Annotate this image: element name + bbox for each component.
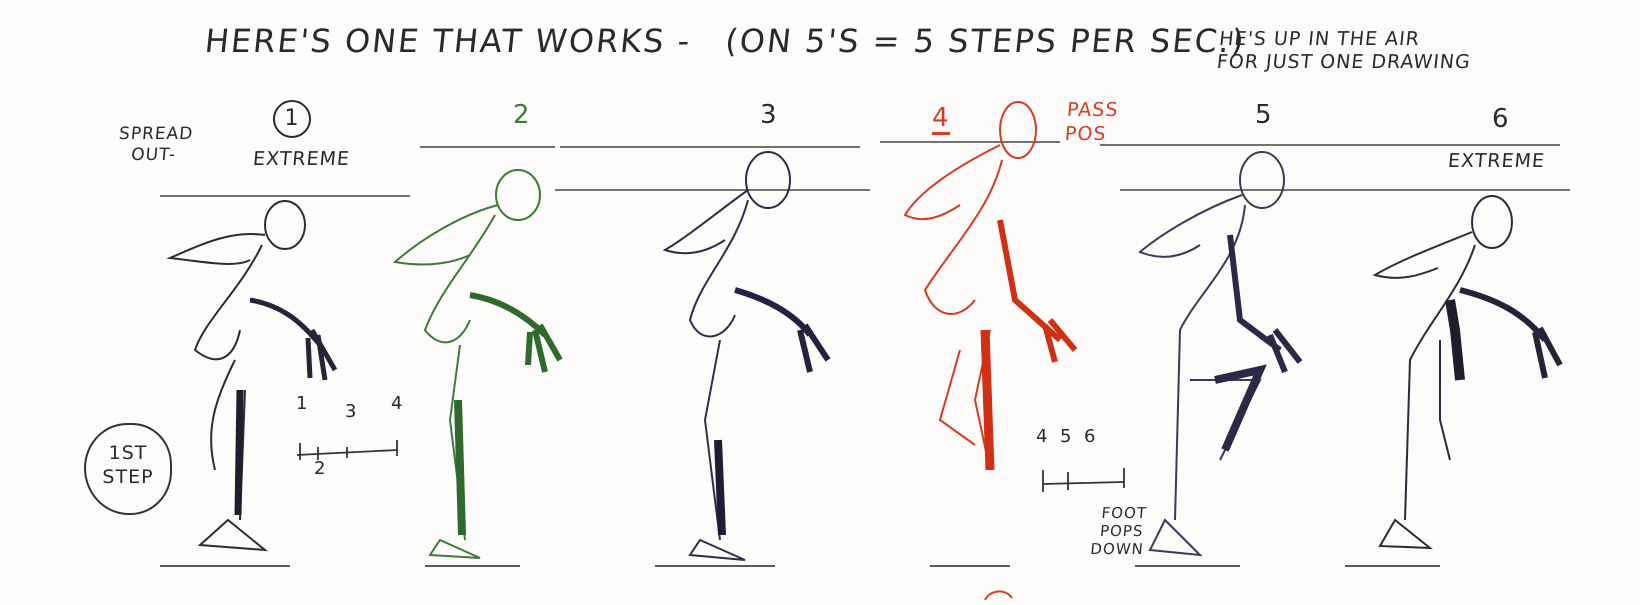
chart-b-tick-5: 5 — [1060, 426, 1073, 447]
figure-2 — [392, 169, 563, 559]
figure-1-legs — [197, 359, 269, 552]
figure-1-standing-leg — [234, 389, 244, 516]
figure-4-lead-leg — [980, 329, 995, 471]
figure-3-torso — [688, 199, 749, 338]
figure-6-arm-back — [1372, 231, 1473, 279]
first-step-badge: 1ST STEP — [84, 423, 172, 515]
guide-line-2 — [420, 146, 640, 191]
figure-2-arm-back — [392, 204, 499, 266]
chart-a-tick-2: 2 — [314, 458, 327, 479]
chart-a-tick-1: 1 — [296, 393, 309, 414]
figure-2-legs — [428, 344, 481, 559]
figure-6-torso — [1404, 244, 1476, 521]
chart-b-line — [1042, 481, 1125, 485]
timing-chart-a — [296, 440, 398, 460]
frame-4-number: 4 — [932, 103, 950, 135]
figure-6-legs — [1378, 340, 1451, 550]
figure-5-head — [1239, 151, 1285, 209]
figure-3 — [662, 151, 831, 561]
chart-b-tick-6: 6 — [1084, 426, 1097, 447]
timing-chart-b — [1042, 468, 1125, 492]
figure-4-front-arm — [997, 219, 1078, 363]
figure-2-standing-leg — [454, 399, 466, 536]
figure-3-arm-back — [662, 189, 749, 255]
chart-a-tick-3: 3 — [345, 401, 358, 422]
figure-6-front-arm — [1459, 287, 1563, 379]
figure-4-arm-back — [903, 144, 1001, 221]
chart-b-tick-4: 4 — [1036, 426, 1049, 447]
figure-4 — [903, 101, 1078, 471]
guide-line-3 — [560, 146, 870, 191]
figure-2-head — [495, 169, 541, 221]
guide-line-5 — [1100, 144, 1570, 191]
figure-6-head — [1471, 195, 1513, 249]
guide-lines — [160, 141, 1570, 197]
figure-2-front-arm — [469, 292, 563, 373]
figure-1-arm-back — [166, 233, 266, 265]
figure-5-front-arm — [1227, 234, 1303, 374]
figure-5 — [1138, 151, 1303, 557]
figure-1 — [166, 200, 338, 552]
chart-a-tick-4: 4 — [391, 393, 404, 414]
figure-5-arm-back — [1138, 194, 1243, 258]
chart-b-ticks — [1042, 468, 1125, 492]
frame-2-number: 2 — [513, 100, 531, 130]
figure-3-standing-leg — [714, 439, 726, 536]
figure-3-head — [745, 151, 791, 209]
figure-1-front-arm — [249, 297, 338, 381]
frame-1-number: 1 — [273, 100, 311, 138]
figure-4-torso — [923, 159, 1003, 315]
step-badge-line1: 1ST — [108, 442, 148, 464]
red-cut-mark — [984, 590, 1013, 601]
figure-5-raised-leg — [1214, 364, 1267, 452]
frame-6-number: 6 — [1492, 104, 1510, 134]
figure-1-torso — [193, 244, 263, 361]
step-badge-line2: STEP — [102, 466, 154, 488]
figure-6-shadow-arm — [1445, 299, 1465, 381]
figure-2-torso — [423, 214, 496, 344]
figure-5-torso — [1174, 204, 1246, 521]
figure-3-front-arm — [734, 287, 831, 373]
figure-1-head — [264, 200, 306, 250]
figure-4-head — [999, 101, 1037, 159]
frame-3-number: 3 — [760, 100, 778, 130]
frame-5-number: 5 — [1255, 100, 1273, 130]
chart-a-ticks — [299, 440, 398, 460]
figure-3-legs — [688, 339, 746, 561]
figure-6 — [1372, 195, 1563, 550]
